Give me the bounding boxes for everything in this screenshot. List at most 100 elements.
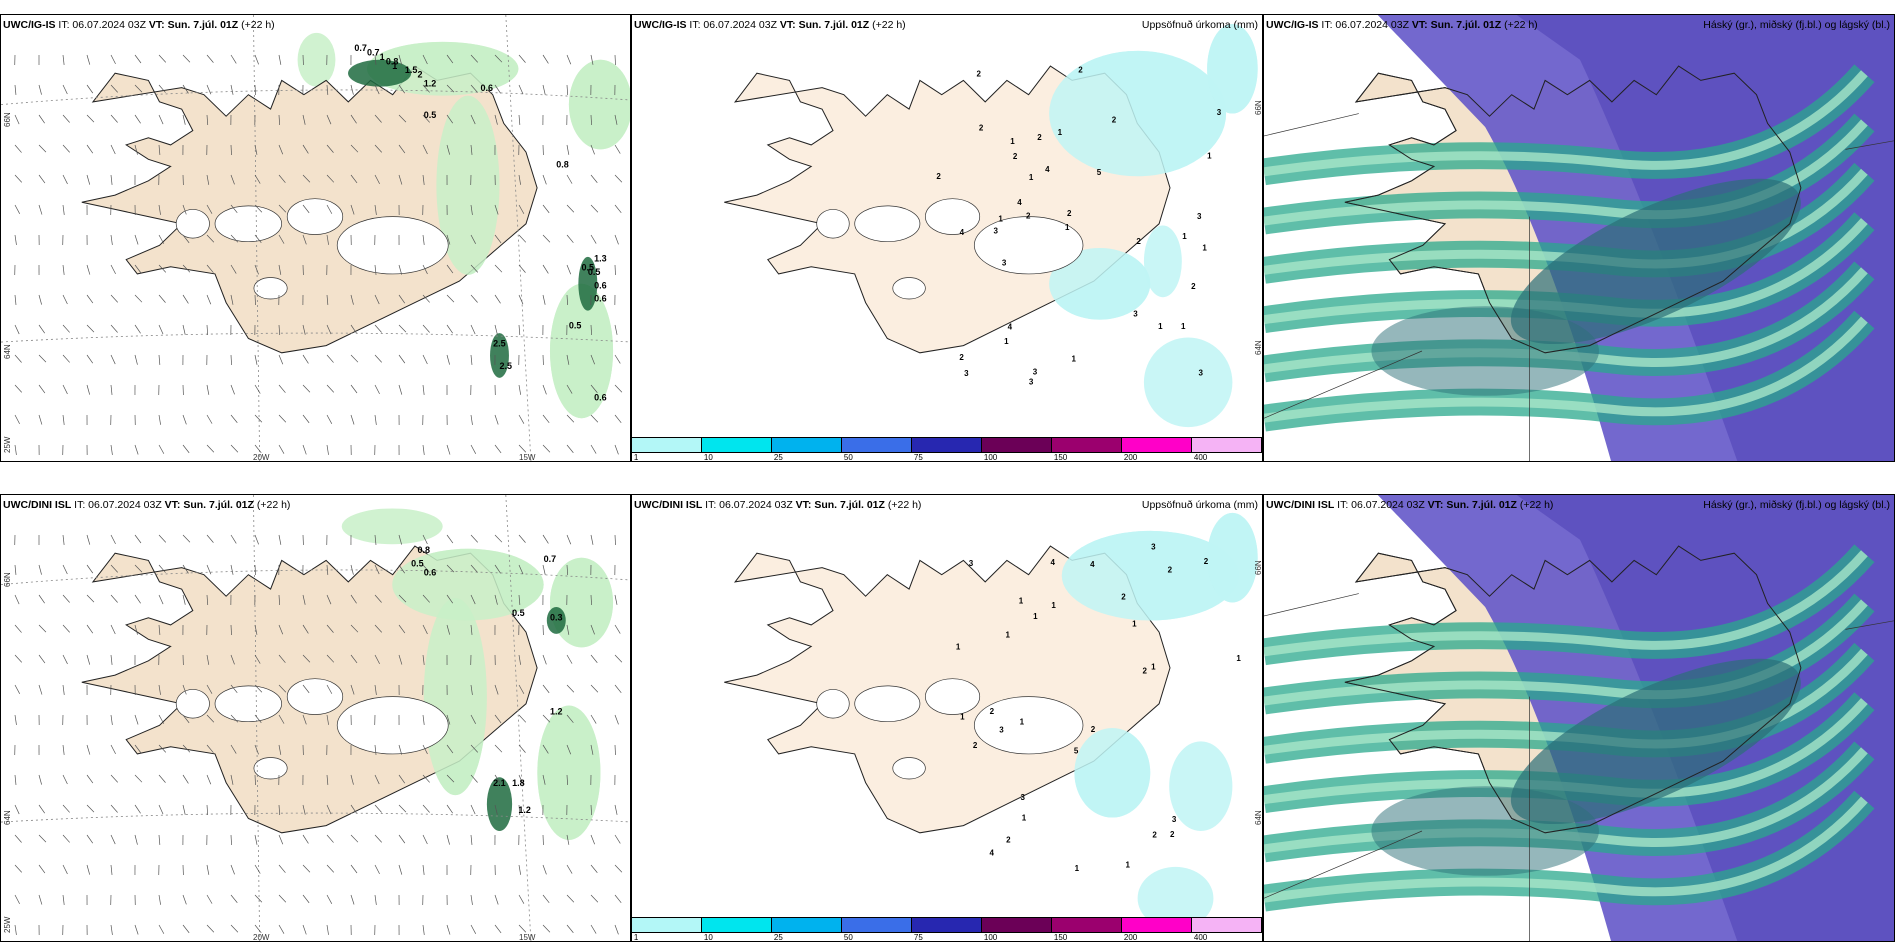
lat-label-64: 64N bbox=[3, 344, 12, 359]
wind-barb bbox=[446, 744, 454, 754]
wind-barb bbox=[542, 714, 551, 723]
wind-barb bbox=[614, 444, 619, 455]
wind-barb bbox=[446, 84, 455, 93]
wind-barb bbox=[182, 324, 186, 335]
colorbar-swatch bbox=[842, 438, 912, 452]
wind-barb bbox=[494, 894, 499, 905]
wind-barb bbox=[134, 234, 139, 245]
colorbar-swatch bbox=[912, 438, 982, 452]
wind-precip-map[interactable]: 0.7 0.7 1 0.81 1.5 21.2 0.60.50.80.51.30.50.60… bbox=[1, 15, 631, 462]
wind-barb bbox=[446, 114, 454, 124]
wind-barb bbox=[182, 594, 186, 605]
wind-barb bbox=[518, 774, 524, 785]
precip-area bbox=[1143, 337, 1233, 428]
wind-barb bbox=[470, 564, 478, 573]
wind-barb bbox=[14, 414, 20, 425]
wind-barb bbox=[494, 324, 498, 335]
wind-barb bbox=[110, 324, 118, 333]
wind-barb bbox=[470, 354, 473, 365]
precip-value: 1 bbox=[1202, 243, 1207, 252]
wind-barb bbox=[182, 84, 189, 94]
wind-barb bbox=[542, 234, 551, 243]
precip-value: 1 bbox=[1010, 137, 1015, 146]
wind-barb bbox=[518, 204, 525, 214]
wind-barb bbox=[566, 384, 573, 394]
heavy-precip-area bbox=[490, 333, 509, 378]
wind-barb bbox=[206, 114, 209, 125]
wind-barb bbox=[542, 264, 549, 274]
colorbar-swatch bbox=[1192, 918, 1262, 932]
boundary-line bbox=[1845, 140, 1894, 150]
colorbar-label: 75 bbox=[913, 453, 923, 462]
wind-barb bbox=[518, 444, 527, 453]
wind-barb bbox=[350, 894, 355, 905]
precip-value: 0.5 bbox=[411, 559, 424, 569]
wind-precip-map[interactable]: 0.80.50.60.70.5 0.31.22.1 1.81.2 bbox=[1, 495, 631, 942]
wind-barb bbox=[206, 684, 213, 694]
wind-barb bbox=[230, 174, 235, 185]
wind-barb bbox=[230, 54, 237, 64]
wind-barb bbox=[230, 774, 234, 785]
wind-barb bbox=[134, 774, 143, 783]
wind-barb bbox=[422, 924, 425, 935]
coastline bbox=[1344, 65, 1802, 354]
precip-value: 0.5 bbox=[569, 321, 582, 331]
wind-barb bbox=[62, 84, 68, 95]
glacier bbox=[816, 689, 850, 719]
wind-barb bbox=[158, 144, 161, 155]
colorbar-swatch bbox=[772, 918, 842, 932]
wind-barb bbox=[398, 174, 403, 185]
wind-barb bbox=[446, 354, 450, 365]
wind-barb bbox=[470, 684, 473, 695]
wind-barb bbox=[62, 534, 65, 545]
wind-barb bbox=[374, 414, 377, 425]
colorbar-label: 100 bbox=[983, 933, 998, 942]
precip-value: 0.6 bbox=[594, 392, 607, 402]
wind-barb bbox=[14, 144, 22, 153]
wind-barb bbox=[230, 234, 239, 243]
wind-barb bbox=[158, 624, 161, 635]
precip-value: 1 bbox=[960, 713, 965, 722]
wind-barb bbox=[302, 354, 309, 364]
wind-barb bbox=[110, 714, 113, 725]
wind-barb bbox=[566, 624, 570, 635]
wind-barb bbox=[230, 204, 238, 214]
wind-barb bbox=[566, 294, 568, 306]
wind-barb bbox=[566, 174, 573, 184]
wind-barb bbox=[518, 174, 521, 185]
lon-label-15: 15W bbox=[519, 933, 536, 942]
wind-barb bbox=[110, 234, 113, 245]
lon-label-25: 25W bbox=[3, 916, 12, 933]
lat-label-66: 66N bbox=[3, 112, 12, 127]
glacier bbox=[214, 685, 283, 723]
wind-barb bbox=[350, 564, 354, 575]
wind-barb bbox=[374, 864, 380, 875]
wind-barb bbox=[350, 774, 354, 785]
precip-value: 3 bbox=[1033, 367, 1038, 376]
precip-colorbar: 1 10 25 50 75 100 150 200 400 bbox=[632, 437, 1262, 461]
wind-barb bbox=[518, 864, 522, 875]
wind-barb bbox=[230, 834, 232, 846]
wind-barb bbox=[86, 144, 94, 154]
wind-barb bbox=[38, 144, 47, 153]
panel-r1c1: UWC/IG-IS IT: 06.07.2024 03Z VT: Sun. 7.… bbox=[0, 14, 631, 462]
wind-barb bbox=[470, 594, 476, 605]
wind-barb bbox=[326, 294, 329, 305]
precip-value: 1 bbox=[1065, 223, 1070, 232]
wind-barb bbox=[110, 54, 116, 65]
wind-barb bbox=[374, 204, 377, 215]
cloud-map[interactable] bbox=[1264, 495, 1895, 942]
wind-barb bbox=[422, 294, 430, 303]
wind-barb bbox=[326, 624, 334, 633]
wind-barb bbox=[614, 354, 621, 364]
wind-barb bbox=[206, 324, 209, 336]
wind-barb bbox=[254, 534, 259, 545]
cloud-map[interactable] bbox=[1264, 15, 1895, 462]
precip-value: 3 bbox=[1172, 815, 1177, 824]
wind-barb bbox=[566, 714, 574, 723]
wind-barb bbox=[566, 534, 572, 545]
wind-barb bbox=[110, 624, 116, 635]
panel-title: UWC/IG-IS IT: 06.07.2024 03Z VT: Sun. 7.… bbox=[3, 19, 275, 31]
